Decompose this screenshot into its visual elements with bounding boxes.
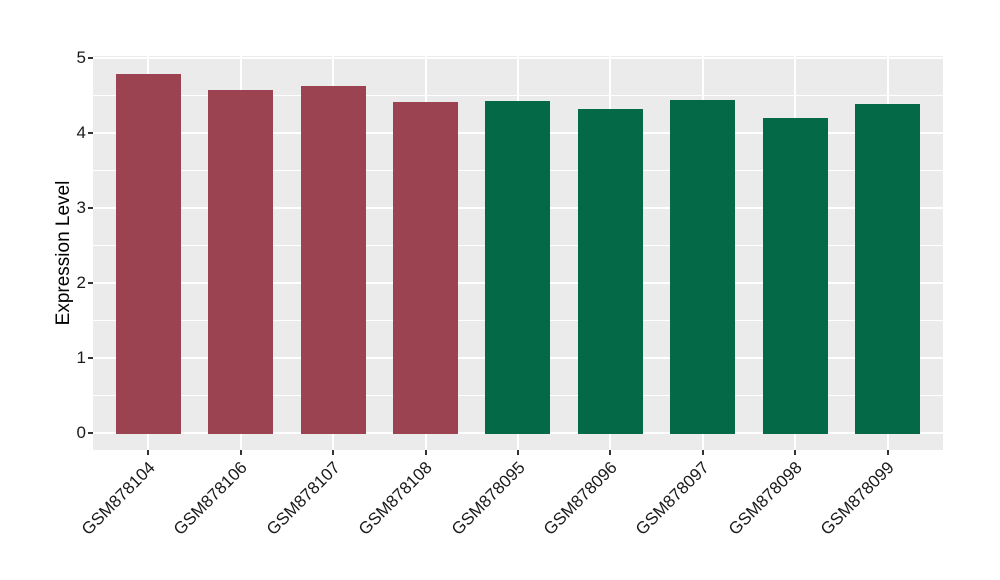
y-tick-label: 0 — [76, 423, 86, 443]
x-tick-mark — [886, 450, 889, 455]
y-tick-mark — [88, 207, 93, 210]
x-tick-label-text: GSM878107 — [262, 457, 344, 539]
y-tick-mark — [88, 132, 93, 135]
y-tick-label: 3 — [76, 198, 86, 218]
bar-GSM878096 — [578, 109, 643, 435]
bar-GSM878098 — [763, 118, 828, 435]
y-tick-label: 5 — [76, 48, 86, 68]
plot-panel — [93, 56, 943, 450]
y-tick-label: 4 — [76, 123, 86, 143]
bar-GSM878099 — [855, 104, 920, 435]
bar-GSM878097 — [670, 100, 735, 435]
x-tick-label-text: GSM878096 — [539, 457, 621, 539]
bar-GSM878104 — [116, 74, 181, 435]
x-tick-label-text: GSM878108 — [354, 457, 436, 539]
x-tick-label-text: GSM878095 — [447, 457, 529, 539]
x-tick-mark — [239, 450, 242, 455]
x-tick-mark — [147, 450, 150, 455]
y-tick-mark — [88, 357, 93, 360]
y-tick-label: 1 — [76, 348, 86, 368]
x-tick-mark — [516, 450, 519, 455]
x-tick-mark — [332, 450, 335, 455]
x-tick-label-text: GSM878097 — [632, 457, 714, 539]
x-tick-label-text: GSM878106 — [170, 457, 252, 539]
x-tick-mark — [794, 450, 797, 455]
y-tick-mark — [88, 282, 93, 285]
y-tick-mark — [88, 432, 93, 435]
bar-GSM878106 — [208, 90, 273, 435]
y-tick-mark — [88, 57, 93, 60]
bar-GSM878095 — [485, 101, 550, 435]
y-tick-label: 2 — [76, 273, 86, 293]
x-tick-label-text: GSM878099 — [817, 457, 899, 539]
x-tick-label-text: GSM878098 — [724, 457, 806, 539]
bar-GSM878107 — [301, 86, 366, 435]
x-tick-mark — [424, 450, 427, 455]
x-tick-mark — [609, 450, 612, 455]
x-tick-label-text: GSM878104 — [77, 457, 159, 539]
x-tick-mark — [701, 450, 704, 455]
bar-GSM878108 — [393, 102, 458, 435]
